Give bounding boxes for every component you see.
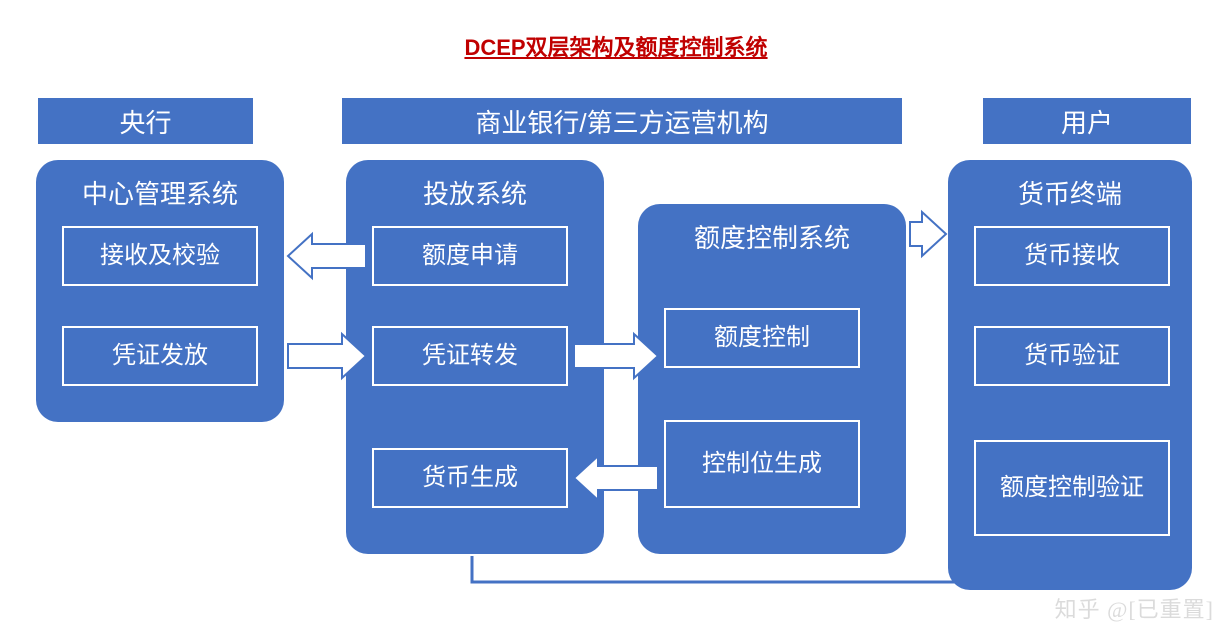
node-ctrlbit-gen: 控制位生成	[664, 420, 860, 508]
diagram-title: DCEP双层架构及额度控制系统	[0, 30, 1232, 62]
node-recv-verify: 接收及校验	[62, 226, 258, 286]
watermark: 知乎 @[已重置]	[1055, 592, 1214, 624]
node-quota-ctrl: 额度控制	[664, 308, 860, 368]
node-coin-gen: 货币生成	[372, 448, 568, 508]
node-coin-recv: 货币接收	[974, 226, 1170, 286]
header-commercial: 商业银行/第三方运营机构	[342, 98, 902, 144]
panel-term-title: 货币终端	[948, 174, 1192, 211]
header-central-bank: 央行	[38, 98, 253, 144]
node-cert-fwd: 凭证转发	[372, 326, 568, 386]
node-quota-apply: 额度申请	[372, 226, 568, 286]
node-quota-verify: 额度控制验证	[974, 440, 1170, 536]
panel-quota-title: 额度控制系统	[638, 218, 906, 255]
panel-central-title: 中心管理系统	[36, 174, 284, 211]
panel-issue-title: 投放系统	[346, 174, 604, 211]
node-coin-verify: 货币验证	[974, 326, 1170, 386]
header-user: 用户	[983, 98, 1191, 144]
node-cert-issue: 凭证发放	[62, 326, 258, 386]
